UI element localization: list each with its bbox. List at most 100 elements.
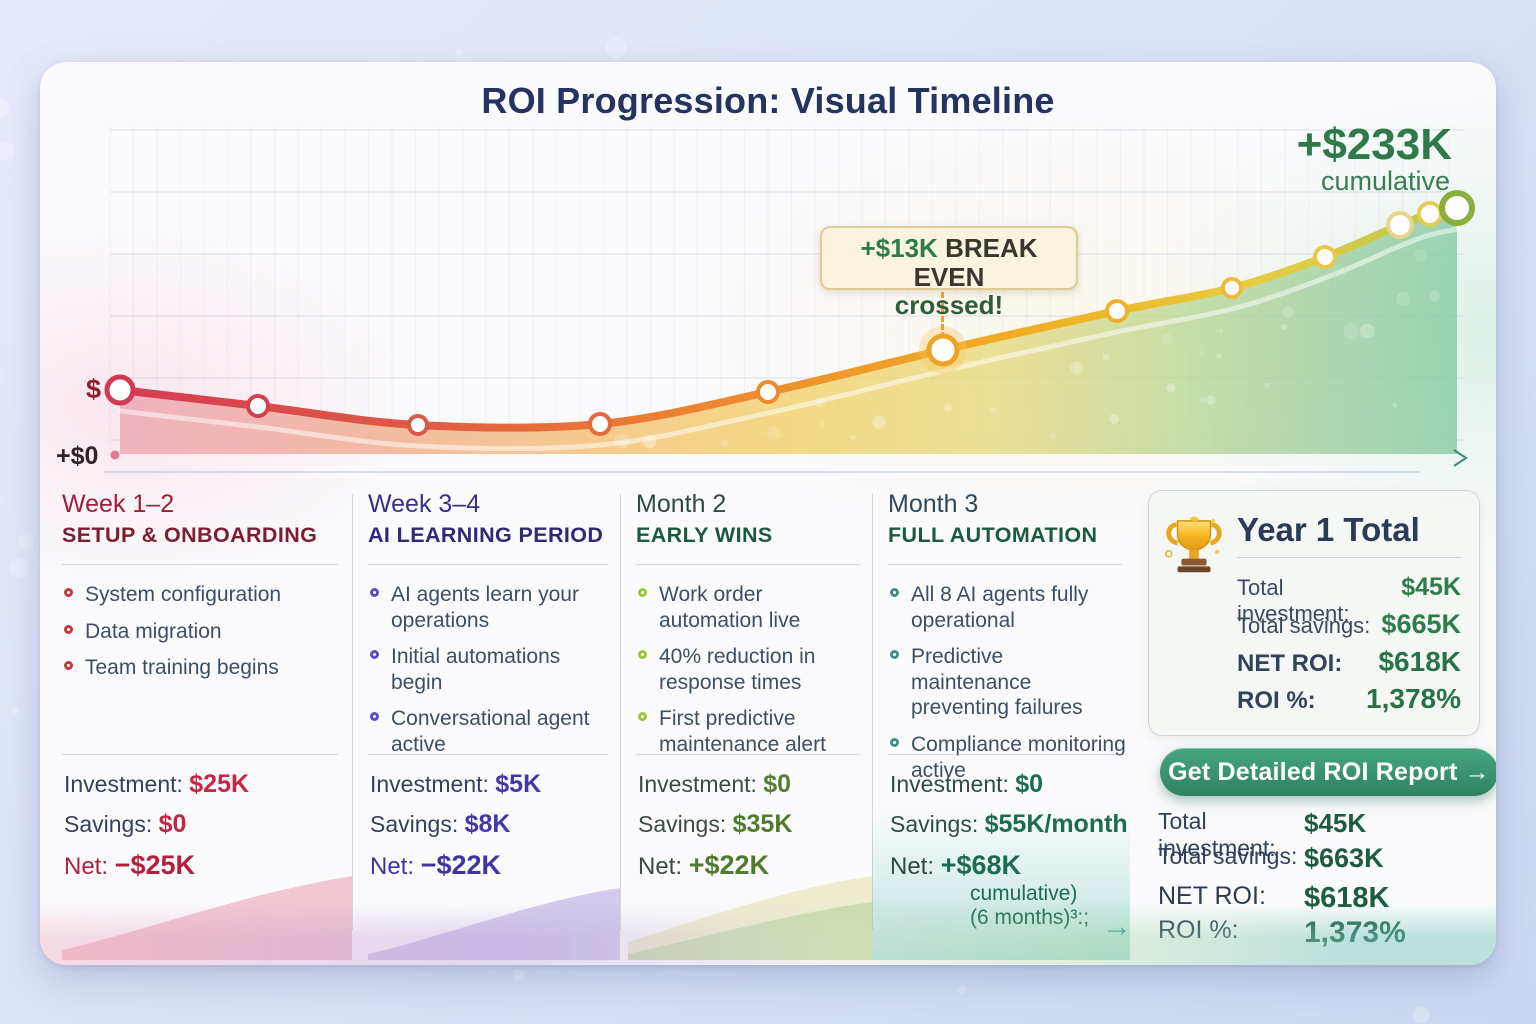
bullet-text: System configuration	[85, 583, 282, 606]
column-divider	[620, 494, 621, 930]
column-week-3-4: Week 3–4 AI LEARNING PERIOD AI agents le…	[368, 490, 614, 960]
investment-stat: Investment: $0	[638, 770, 791, 799]
stat-label: Investment:	[64, 771, 183, 797]
column-period: Month 3	[888, 490, 979, 518]
investment-stat: Investment: $5K	[370, 770, 541, 799]
list-item: Initial automations begin	[370, 644, 614, 695]
column-phase: EARLY WINS	[636, 523, 773, 547]
summary-row: Total savings: $663K	[1158, 843, 1496, 874]
trophy-icon	[1164, 516, 1222, 573]
year-1-total-panel: Year 1 Total Total investment: $45K Total…	[1148, 490, 1480, 736]
stat-label: Net:	[638, 853, 683, 880]
bullet-text: Team training begins	[85, 656, 279, 680]
column-period: Week 1–2	[62, 490, 175, 518]
divider	[636, 564, 860, 565]
breakeven-connector	[941, 292, 944, 338]
stat-value: $0	[1015, 770, 1044, 798]
cumulative-total-value: +$233K	[1296, 120, 1452, 169]
stat-value: $35K	[732, 810, 793, 838]
stat-value: $25K	[189, 770, 250, 798]
bullet-text: Predictive maintenance preventing failur…	[911, 645, 1083, 720]
panel-row: Total savings: $665K	[1237, 609, 1461, 640]
stat-label: Investment:	[638, 771, 757, 797]
stat-value: $0	[763, 770, 792, 798]
summary-row: Total investment: $45K	[1158, 808, 1496, 862]
stat-label: Savings:	[64, 811, 153, 837]
list-item: First predictive maintenance alert	[638, 706, 866, 757]
y-axis-dollar-label: $	[86, 374, 102, 404]
row-label: ROI %:	[1158, 916, 1239, 944]
savings-stat: Savings: $8K	[370, 810, 510, 839]
summary-row: NET ROI: $618K	[1158, 882, 1496, 915]
bullet-icon	[64, 624, 73, 634]
bullet-icon	[638, 588, 647, 597]
row-value: $663K	[1304, 843, 1384, 873]
bullet-text: First predictive maintenance alert	[659, 707, 826, 757]
divider	[888, 564, 1122, 565]
bullet-icon	[890, 738, 899, 748]
area-speckles	[614, 248, 1441, 449]
stat-value: $0	[158, 810, 187, 838]
net-stat: Net: −$25K	[64, 850, 195, 881]
panel-row: ROI %: 1,378%	[1237, 683, 1461, 715]
stat-label: Net:	[890, 853, 935, 880]
column-divider	[352, 494, 353, 930]
bullet-text: 40% reduction in response times	[659, 645, 816, 694]
bullet-text: All 8 AI agents fully operational	[911, 583, 1089, 632]
bullet-text: AI agents learn your operations	[391, 583, 579, 632]
list-item: Compliance monitoring active	[890, 732, 1128, 783]
column-divider	[872, 494, 873, 930]
panel-row: Total investment: $45K	[1237, 573, 1461, 627]
row-value: $665K	[1381, 609, 1461, 639]
bullet-icon	[890, 650, 899, 660]
row-label: Total investment:	[1237, 575, 1350, 626]
arrow-right-icon: →	[1464, 757, 1490, 786]
row-value: $618K	[1378, 646, 1461, 677]
breakeven-callout: +$13K BREAK EVEN crossed!	[820, 226, 1078, 319]
cta-label: Get Detailed ROI Report	[1168, 757, 1458, 786]
net-stat: Net: +$68K	[890, 850, 1021, 881]
row-label: NET ROI:	[1158, 882, 1266, 910]
stat-label: Savings:	[638, 811, 727, 837]
column-phase: SETUP & ONBOARDING	[62, 523, 318, 547]
bullet-icon	[638, 650, 647, 660]
bullet-text: Conversational agent active	[391, 707, 590, 757]
stat-label: Investment:	[890, 771, 1009, 797]
column-week-1-2: Week 1–2 SETUP & ONBOARDING System confi…	[62, 490, 344, 960]
divider	[62, 754, 338, 755]
column-phase: AI LEARNING PERIOD	[368, 523, 604, 547]
arrow-right-icon: →	[1102, 910, 1132, 943]
stat-value: +$22K	[688, 850, 770, 880]
stat-value: $55K/month	[984, 810, 1128, 838]
bullet-text: Data migration	[85, 619, 222, 643]
data-point-markers	[104, 190, 1475, 436]
list-item: Conversational agent active	[370, 706, 614, 757]
bullet-text: Initial automations begin	[391, 645, 561, 694]
get-roi-report-button[interactable]: Get Detailed ROI Report →	[1160, 748, 1496, 796]
list-item: Work order automation live	[638, 582, 866, 633]
row-label: ROI %:	[1237, 687, 1316, 714]
bullet-icon	[370, 712, 379, 722]
savings-stat: Savings: $0	[64, 810, 186, 839]
column-month-2: Month 2 EARLY WINS Work order automation…	[636, 490, 866, 960]
net-note-line2: (6 months)³:;	[970, 906, 1090, 929]
cumulative-total-caption: cumulative	[1320, 166, 1450, 196]
row-label: Total investment:	[1158, 808, 1276, 861]
list-item: Team training begins	[64, 655, 344, 681]
list-item: All 8 AI agents fully operational	[890, 582, 1128, 633]
savings-stat: Savings: $35K	[638, 810, 792, 839]
divider	[368, 754, 608, 755]
stat-value: −$22K	[420, 850, 502, 880]
breakeven-sub: crossed!	[894, 290, 1004, 321]
savings-stat: Savings: $55K/month	[890, 810, 1128, 839]
divider	[888, 754, 1122, 755]
roi-line-chart	[104, 126, 1475, 473]
stat-label: Net:	[64, 853, 109, 880]
bullet-icon	[638, 712, 647, 722]
net-stat: Net: +$22K	[638, 850, 769, 881]
column-month-3: Month 3 FULL AUTOMATION All 8 AI agents …	[888, 490, 1132, 960]
net-stat: Net: −$22K	[370, 850, 501, 881]
bullet-icon	[64, 588, 73, 597]
area-fill	[120, 208, 1457, 454]
main-card: ROI Progression: Visual Timeline	[40, 62, 1496, 965]
